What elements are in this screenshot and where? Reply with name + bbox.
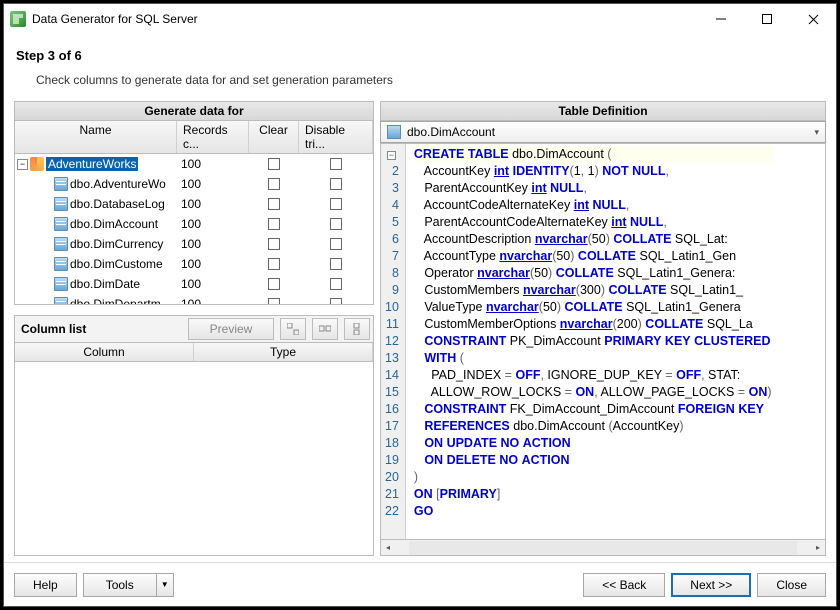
generate-panel-title: Generate data for — [14, 101, 374, 121]
row-label: dbo.DimDepartm — [70, 297, 161, 305]
table-row[interactable]: dbo.DimCurrency 100 — [15, 234, 373, 254]
disable-trigger-checkbox[interactable] — [330, 198, 342, 210]
step-heading: Step 3 of 6 — [16, 48, 824, 63]
table-icon — [54, 177, 68, 191]
table-row[interactable]: dbo.DatabaseLog 100 — [15, 194, 373, 214]
clear-checkbox[interactable] — [268, 238, 280, 250]
records-cell[interactable]: 100 — [177, 237, 249, 251]
disable-trigger-checkbox[interactable] — [330, 278, 342, 290]
app-icon — [10, 11, 26, 27]
table-icon — [54, 257, 68, 271]
help-button[interactable]: Help — [14, 573, 77, 597]
titlebar: Data Generator for SQL Server — [4, 4, 836, 34]
layout-icon-2[interactable] — [312, 318, 338, 340]
tables-grid[interactable]: Name Records c... Clear Disable tri... −… — [14, 121, 374, 305]
code-area[interactable]: CREATE TABLE dbo.DimAccount ( AccountKey… — [406, 144, 774, 539]
line-gutter: −2345678910111213141516171819202122 — [381, 144, 406, 539]
table-row[interactable]: dbo.AdventureWo 100 — [15, 174, 373, 194]
clear-checkbox[interactable] — [268, 178, 280, 190]
scroll-right-icon[interactable]: ▸ — [811, 541, 825, 555]
col-records-header[interactable]: Records c... — [177, 121, 249, 153]
disable-trigger-checkbox[interactable] — [330, 238, 342, 250]
preview-button[interactable]: Preview — [188, 318, 274, 340]
row-label: dbo.DimCurrency — [70, 237, 163, 251]
records-cell[interactable]: 100 — [177, 297, 249, 305]
row-label: dbo.DatabaseLog — [70, 197, 165, 211]
right-panel: Table Definition dbo.DimAccount ▾ −23456… — [380, 101, 826, 556]
records-cell[interactable]: 100 — [177, 177, 249, 191]
column-header-column[interactable]: Column — [15, 343, 194, 361]
horizontal-scrollbar[interactable]: ◂ ▸ — [380, 540, 826, 556]
table-dropdown-value: dbo.DimAccount — [407, 125, 495, 139]
main-window: Data Generator for SQL Server Step 3 of … — [3, 3, 837, 607]
row-label: dbo.AdventureWo — [70, 177, 166, 191]
clear-checkbox[interactable] — [268, 218, 280, 230]
table-icon — [54, 297, 68, 305]
step-description: Check columns to generate data for and s… — [16, 73, 824, 87]
step-header: Step 3 of 6 Check columns to generate da… — [4, 34, 836, 101]
column-list-label: Column list — [21, 322, 86, 336]
clear-checkbox[interactable] — [268, 258, 280, 270]
table-row[interactable]: dbo.DimDepartm 100 — [15, 294, 373, 305]
disable-trigger-checkbox[interactable] — [330, 218, 342, 230]
clear-checkbox[interactable] — [268, 298, 280, 305]
records-cell[interactable]: 100 — [177, 197, 249, 211]
table-row[interactable]: dbo.DimAccount 100 — [15, 214, 373, 234]
close-button[interactable] — [790, 4, 836, 34]
next-button[interactable]: Next >> — [671, 573, 751, 597]
tools-dropdown-icon[interactable]: ▼ — [156, 573, 174, 597]
left-panel: Generate data for Name Records c... Clea… — [14, 101, 374, 556]
records-cell[interactable]: 100 — [177, 217, 249, 231]
table-dropdown[interactable]: dbo.DimAccount ▾ — [380, 121, 826, 143]
table-row[interactable]: dbo.DimDate 100 — [15, 274, 373, 294]
clear-checkbox[interactable] — [268, 158, 280, 170]
records-cell[interactable]: 100 — [177, 157, 249, 171]
clear-checkbox[interactable] — [268, 278, 280, 290]
column-header-type[interactable]: Type — [194, 343, 373, 361]
disable-trigger-checkbox[interactable] — [330, 258, 342, 270]
chevron-down-icon: ▾ — [814, 127, 819, 138]
tools-split-button[interactable]: Tools ▼ — [83, 573, 174, 597]
row-label: dbo.DimDate — [70, 277, 140, 291]
tools-button[interactable]: Tools — [83, 573, 156, 597]
tables-grid-header: Name Records c... Clear Disable tri... — [15, 121, 373, 154]
minimize-button[interactable] — [698, 4, 744, 34]
column-grid[interactable]: Column Type — [14, 343, 374, 556]
layout-icon-3[interactable] — [344, 318, 370, 340]
disable-trigger-checkbox[interactable] — [330, 158, 342, 170]
definition-panel-title: Table Definition — [380, 101, 826, 121]
clear-checkbox[interactable] — [268, 198, 280, 210]
tree-expander[interactable]: − — [17, 159, 28, 170]
footer: Help Tools ▼ << Back Next >> Close — [4, 562, 836, 606]
table-row[interactable]: − AdventureWorks 100 — [15, 154, 373, 174]
maximize-button[interactable] — [744, 4, 790, 34]
col-name-header[interactable]: Name — [15, 121, 177, 153]
column-list-header: Column list Preview — [14, 315, 374, 343]
table-icon — [54, 217, 68, 231]
scroll-track[interactable] — [409, 541, 797, 555]
table-icon — [387, 125, 401, 139]
row-label: AdventureWorks — [46, 157, 138, 171]
database-icon — [30, 157, 44, 171]
row-label: dbo.DimAccount — [70, 217, 158, 231]
row-label: dbo.DimCustome — [70, 257, 163, 271]
scroll-left-icon[interactable]: ◂ — [381, 541, 395, 555]
window-title: Data Generator for SQL Server — [32, 12, 698, 26]
table-row[interactable]: dbo.DimCustome 100 — [15, 254, 373, 274]
table-icon — [54, 237, 68, 251]
records-cell[interactable]: 100 — [177, 277, 249, 291]
table-icon — [54, 277, 68, 291]
table-icon — [54, 197, 68, 211]
back-button[interactable]: << Back — [583, 573, 665, 597]
close-footer-button[interactable]: Close — [757, 573, 826, 597]
disable-trigger-checkbox[interactable] — [330, 178, 342, 190]
col-clear-header[interactable]: Clear — [249, 121, 299, 153]
col-disable-header[interactable]: Disable tri... — [299, 121, 373, 153]
sql-editor[interactable]: −2345678910111213141516171819202122 CREA… — [380, 143, 826, 540]
records-cell[interactable]: 100 — [177, 257, 249, 271]
layout-icon-1[interactable] — [280, 318, 306, 340]
disable-trigger-checkbox[interactable] — [330, 298, 342, 305]
